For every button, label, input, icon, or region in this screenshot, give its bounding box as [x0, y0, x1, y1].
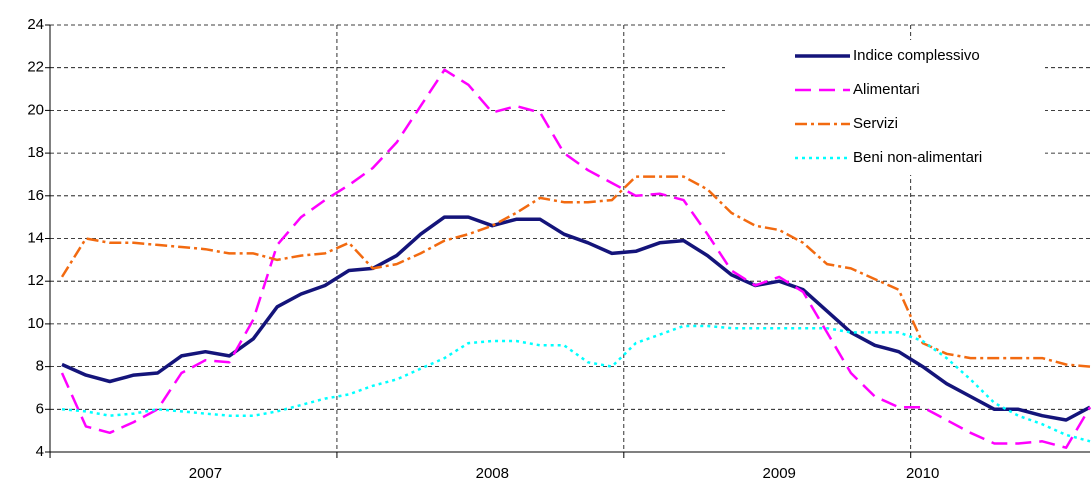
y-tick-label: 20: [27, 101, 44, 118]
x-tick-label: 2009: [763, 465, 796, 482]
legend-box: [725, 40, 1045, 175]
y-tick-label: 22: [27, 59, 44, 76]
series-line: [60, 68, 1091, 449]
y-tick-label: 14: [27, 229, 44, 246]
y-tick-label: 10: [27, 315, 44, 332]
y-tick-label: 24: [27, 16, 44, 33]
y-tick-label: 16: [27, 187, 44, 204]
x-tick-label: 2010: [906, 465, 939, 482]
series-line: [61, 324, 1091, 443]
y-tick-label: 4: [36, 443, 44, 460]
legend-label: Indice complessivo: [853, 47, 980, 64]
series-line: [60, 175, 1091, 368]
y-tick-label: 6: [36, 400, 44, 417]
y-tick-label: 18: [27, 144, 44, 161]
series-line: [61, 215, 1091, 422]
legend-label: Beni non-alimentari: [853, 149, 982, 166]
y-tick-label: 12: [27, 272, 44, 289]
x-tick-label: 2007: [189, 465, 222, 482]
legend-label: Servizi: [853, 115, 898, 132]
legend-label: Alimentari: [853, 81, 920, 98]
y-tick-label: 8: [36, 358, 44, 375]
x-tick-label: 2008: [476, 465, 509, 482]
